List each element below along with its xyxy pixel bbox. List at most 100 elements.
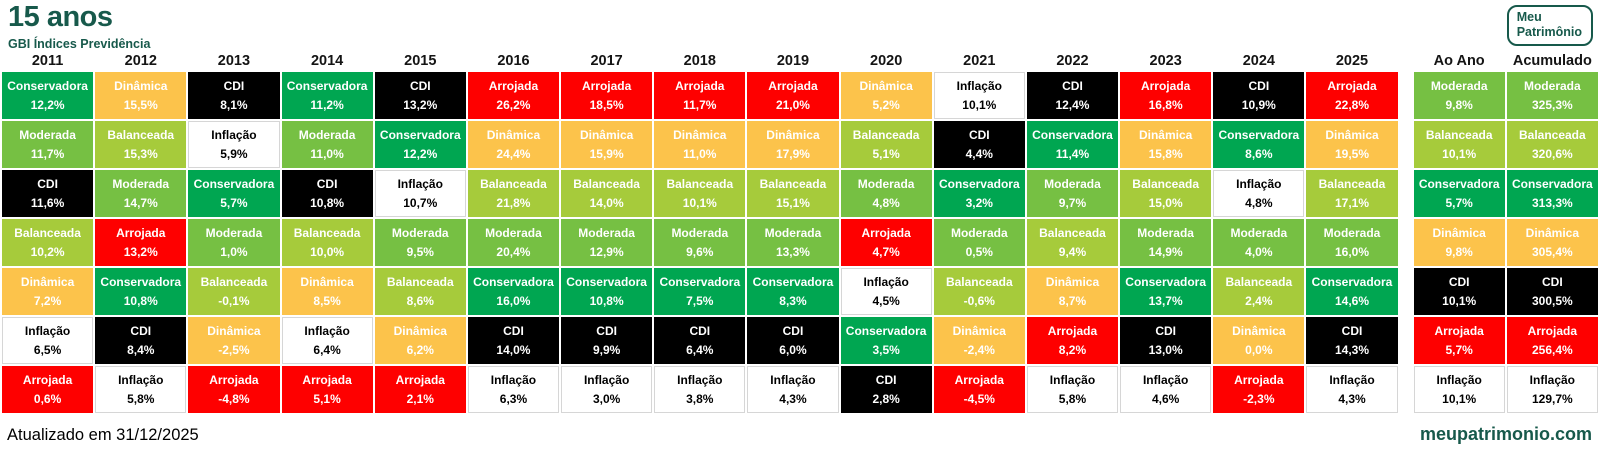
cell-label: Arrojada xyxy=(1047,323,1098,338)
cell-value: 12,4% xyxy=(1055,98,1090,113)
cell-value: 9,6% xyxy=(686,245,714,260)
cell: Inflação 4,6% xyxy=(1120,366,1212,413)
cell: Arrojada 4,7% xyxy=(840,219,932,266)
cell: Balanceada 10,1% xyxy=(1413,121,1505,168)
cell-value: 9,8% xyxy=(1445,98,1473,113)
cell: CDI 11,6% xyxy=(2,170,94,217)
cell-value: 8,3% xyxy=(779,294,807,309)
cell-value: 10,1% xyxy=(1442,392,1477,406)
cell-label: Conservadora xyxy=(1218,127,1300,142)
cell: Arrojada -4,5% xyxy=(933,366,1025,413)
cell: Inflação 4,5% xyxy=(840,268,932,315)
column-2: 2013 CDI 8,1% Inflação 5,9% Conservadora 5,7% M… xyxy=(188,53,280,413)
column-header: Acumulado xyxy=(1512,53,1592,69)
cell: Balanceada 15,3% xyxy=(95,121,187,168)
cell: Balanceada 15,0% xyxy=(1120,170,1212,217)
cell-label: Moderada xyxy=(1230,225,1288,240)
cell: Dinâmica 17,9% xyxy=(747,121,839,168)
cell-value: 4,3% xyxy=(779,392,807,406)
cell-value: 0,5% xyxy=(965,245,993,260)
cell-label: Inflação xyxy=(1236,177,1282,191)
cell-value: 16,8% xyxy=(1148,98,1183,113)
cell: Arrojada -2,3% xyxy=(1213,366,1305,413)
cell-label: Dinâmica xyxy=(1045,274,1100,289)
cell: CDI 10,8% xyxy=(281,170,373,217)
cell: Arrojada 5,1% xyxy=(281,366,373,413)
cell: Arrojada 0,6% xyxy=(2,366,94,413)
column-header: 2019 xyxy=(776,53,810,69)
cell: Moderada 16,0% xyxy=(1306,219,1398,266)
column-7: 2018 Arrojada 11,7% Dinâmica 11,0% Balanceada… xyxy=(654,53,746,413)
column-9: 2020 Dinâmica 5,2% Balanceada 5,1% Moderada 4,… xyxy=(840,53,932,413)
cell-label: CDI xyxy=(37,176,58,191)
cell: Balanceada 10,1% xyxy=(654,170,746,217)
footer-site-link[interactable]: meupatrimonio.com xyxy=(1419,424,1592,444)
cell: CDI 6,4% xyxy=(654,317,746,364)
returns-table: 2011 Conservadora 12,2% Moderada 11,7% CDI 11,… xyxy=(2,53,1598,413)
cell-label: Arrojada xyxy=(488,78,539,93)
cell: Dinâmica 6,2% xyxy=(374,317,466,364)
cell-value: 3,8% xyxy=(686,392,714,406)
cell: CDI 13,2% xyxy=(374,72,466,119)
cell: Conservadora 10,8% xyxy=(95,268,187,315)
column-header: 2012 xyxy=(124,53,157,69)
cell-label: Moderada xyxy=(578,225,635,240)
cell-label: Conservadora xyxy=(659,274,741,289)
cell: Conservadora 13,7% xyxy=(1120,268,1212,315)
column-header: 2017 xyxy=(590,53,623,69)
cell: Dinâmica 7,2% xyxy=(2,268,94,315)
cell-value: 8,6% xyxy=(1245,147,1273,162)
cell-label: Balanceada xyxy=(759,176,827,191)
cell-value: 6,3% xyxy=(499,392,528,406)
cell-value: 9,8% xyxy=(1445,245,1473,260)
cell: Arrojada 22,8% xyxy=(1306,72,1398,119)
cell-value: 14,0% xyxy=(496,343,531,358)
cell-label: Conservadora xyxy=(379,127,461,142)
cell-label: CDI xyxy=(1448,274,1470,289)
cell-label: Balanceada xyxy=(1132,176,1199,191)
cell-value: 20,4% xyxy=(496,245,531,260)
cell-value: 16,0% xyxy=(1334,245,1369,260)
cell-value: 14,9% xyxy=(1148,245,1183,260)
cell-label: Moderada xyxy=(112,176,170,191)
cell-label: Moderada xyxy=(485,225,542,240)
cell-label: Inflação xyxy=(1436,373,1482,387)
cell-value: 13,7% xyxy=(1148,294,1183,309)
cell: Balanceada -0,1% xyxy=(188,268,280,315)
cell: CDI 10,9% xyxy=(1213,72,1305,119)
cell-value: 13,3% xyxy=(775,245,810,260)
meu-patrimonio-logo[interactable]: Meu Patrimônio xyxy=(1506,5,1593,46)
cell-value: 4,4% xyxy=(965,147,993,162)
cell-value: 4,8% xyxy=(872,196,900,211)
cell-value: 3,2% xyxy=(965,196,993,211)
cell-value: 8,4% xyxy=(127,343,155,358)
cell-value: 5,2% xyxy=(872,98,900,113)
cell-label: Inflação xyxy=(770,373,816,387)
cell-label: Inflação xyxy=(211,128,257,142)
cell-value: 9,9% xyxy=(592,343,621,358)
cell: CDI 8,4% xyxy=(95,317,187,364)
cell: Dinâmica 8,5% xyxy=(281,268,373,315)
cell-label: Dinâmica xyxy=(114,78,168,93)
cell: Inflação 129,7% xyxy=(1506,366,1598,413)
cell: Conservadora 14,6% xyxy=(1306,268,1398,315)
cell-value: 10,8% xyxy=(589,294,624,309)
cell-value: 11,0% xyxy=(310,147,344,162)
cell-label: Conservadora xyxy=(845,323,927,338)
cell-value: 17,1% xyxy=(1334,196,1369,211)
cell: CDI 14,3% xyxy=(1306,317,1398,364)
cell: CDI 9,9% xyxy=(561,317,653,364)
cell-label: Moderada xyxy=(1044,176,1101,191)
page-title: 15 anos xyxy=(8,1,113,33)
cell-value: 12,2% xyxy=(30,98,65,113)
cell-label: Arrojada xyxy=(768,78,818,93)
cell-label: Inflação xyxy=(1329,373,1375,387)
cell: Inflação 6,3% xyxy=(467,366,560,413)
column-10: 2021 Inflação 10,1% CDI 4,4% Conservadora 3,2%… xyxy=(933,53,1025,413)
column-header: 2023 xyxy=(1149,53,1182,69)
cell-label: Conservadora xyxy=(1032,127,1113,142)
cell: Inflação 4,8% xyxy=(1213,170,1305,217)
cell-value: 2,4% xyxy=(1245,294,1273,309)
cell: Moderada 9,6% xyxy=(654,219,746,266)
cell-label: Dinâmica xyxy=(393,323,447,338)
